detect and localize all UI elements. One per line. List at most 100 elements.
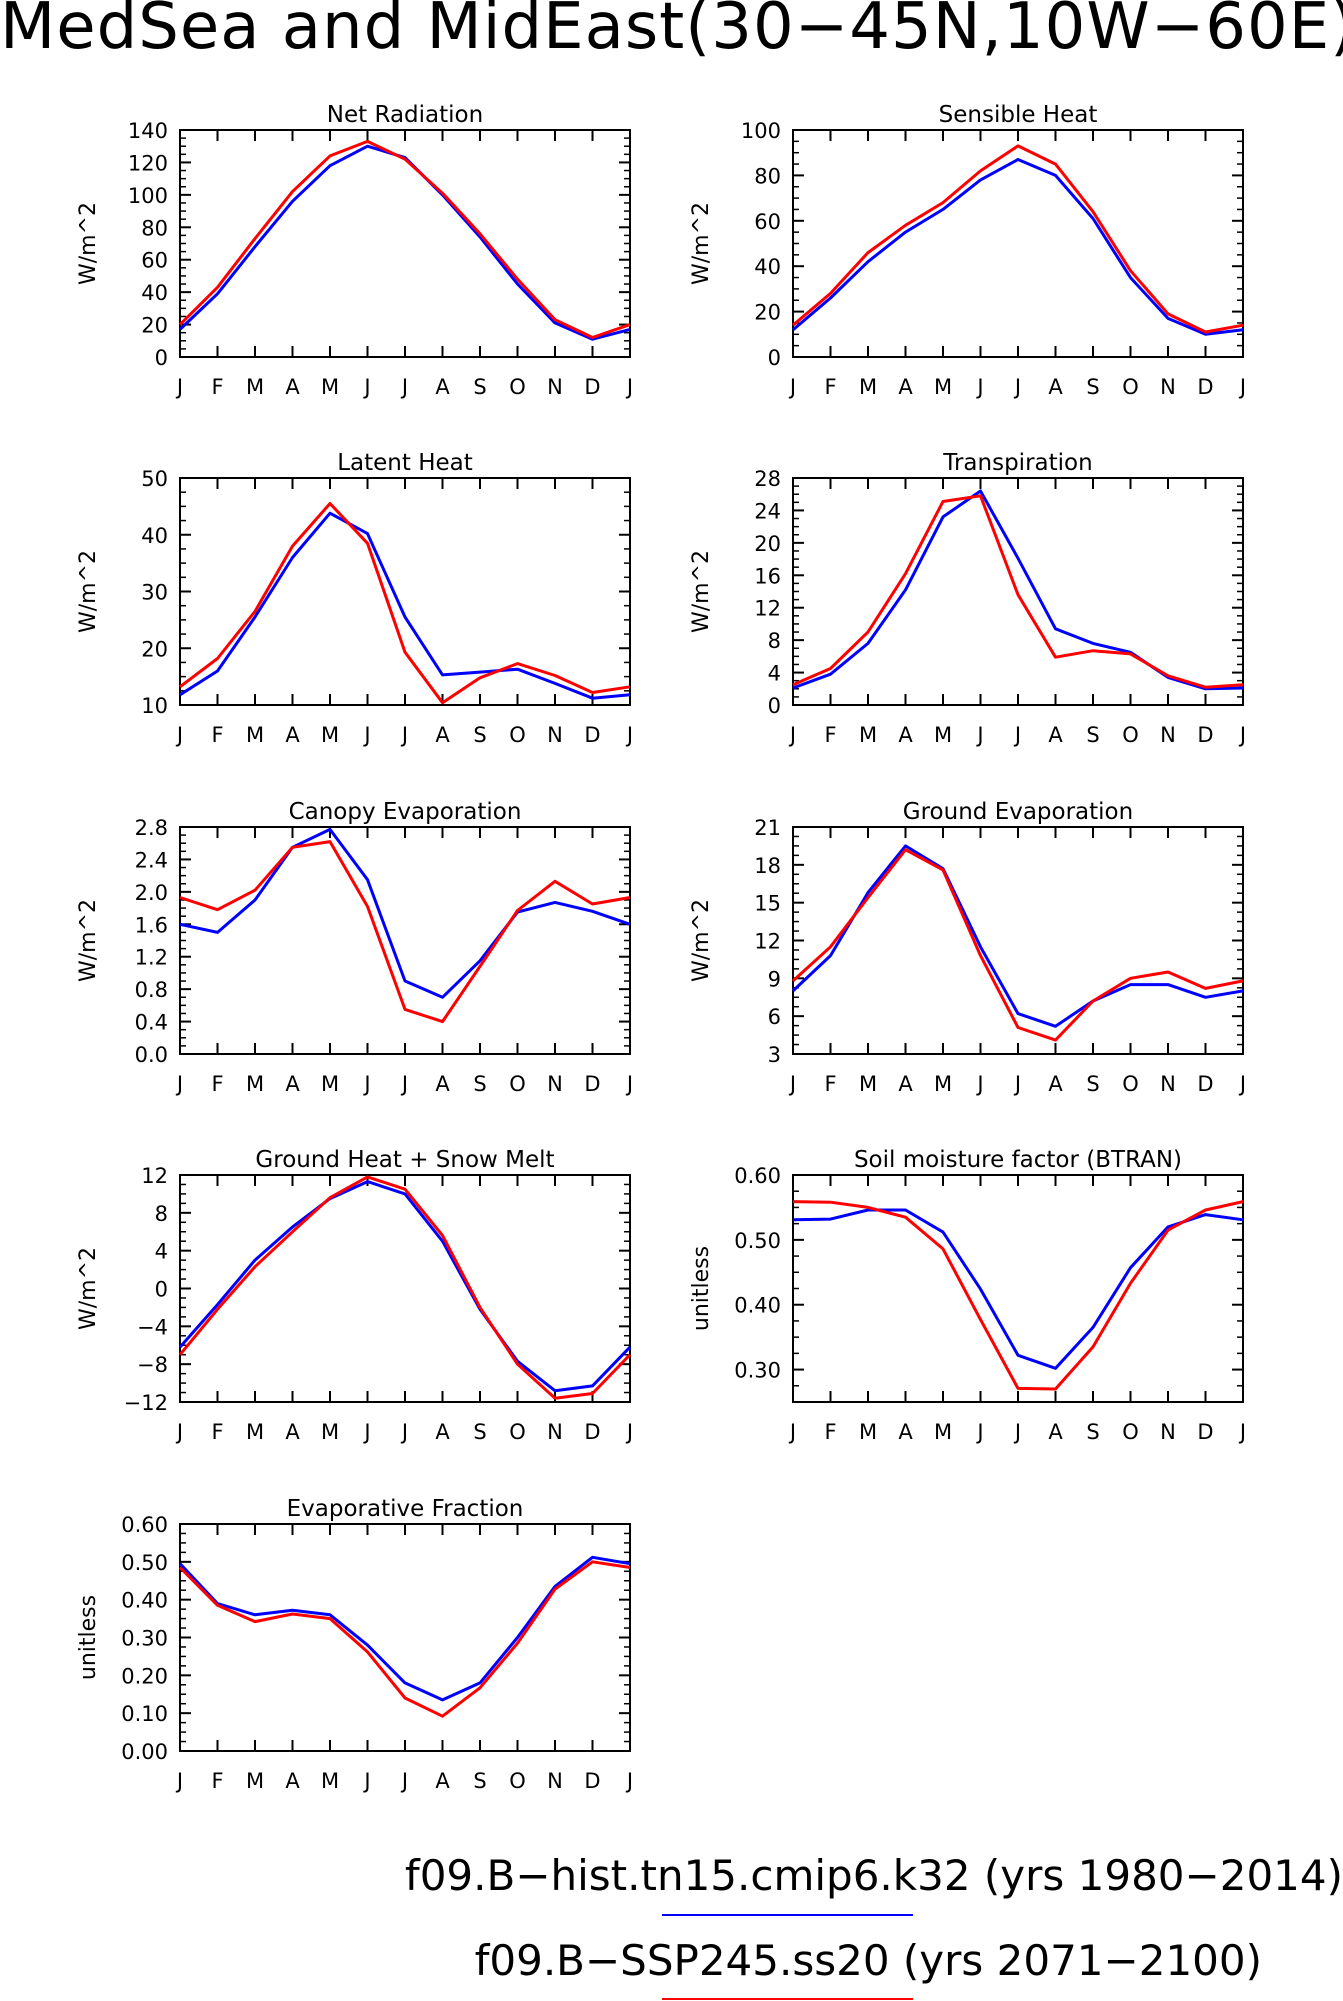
x-tick-label: O bbox=[509, 1769, 526, 1793]
panel-title: Evaporative Fraction bbox=[287, 1496, 524, 1522]
y-tick-label: 28 bbox=[754, 467, 781, 491]
x-tick-label: J bbox=[625, 1072, 633, 1096]
x-tick-label: A bbox=[285, 1420, 300, 1444]
x-tick-label: A bbox=[1048, 1420, 1063, 1444]
x-tick-label: J bbox=[1238, 1072, 1246, 1096]
x-tick-label: M bbox=[859, 1420, 877, 1444]
x-tick-label: M bbox=[934, 375, 952, 399]
y-tick-label: −8 bbox=[137, 1353, 168, 1377]
y-tick-label: 0.50 bbox=[734, 1229, 781, 1253]
y-tick-label: 18 bbox=[754, 854, 781, 878]
y-tick-label: 40 bbox=[141, 281, 168, 305]
legend-entry-ssp: f09.B−SSP245.ss20 (yrs 2071−2100) bbox=[475, 1936, 1262, 1985]
x-tick-label: N bbox=[547, 1072, 563, 1096]
y-axis-label: unitless bbox=[76, 1595, 101, 1680]
y-tick-label: 0.0 bbox=[135, 1043, 168, 1067]
x-tick-label: S bbox=[1086, 723, 1099, 747]
x-tick-label: J bbox=[1013, 375, 1021, 399]
x-tick-label: A bbox=[285, 1072, 300, 1096]
y-tick-label: 20 bbox=[141, 637, 168, 661]
series-line-ssp bbox=[179, 840, 631, 1024]
x-tick-label: S bbox=[473, 723, 486, 747]
y-tick-label: 0.00 bbox=[121, 1740, 168, 1764]
plot-frame bbox=[179, 826, 631, 1055]
x-tick-label: M bbox=[934, 723, 952, 747]
y-axis-label: W/m^2 bbox=[76, 550, 101, 633]
x-tick-label: M bbox=[934, 1072, 952, 1096]
x-tick-label: M bbox=[859, 1072, 877, 1096]
x-tick-label: D bbox=[1197, 375, 1213, 399]
x-tick-label: D bbox=[584, 1072, 600, 1096]
y-axis-label: W/m^2 bbox=[76, 202, 101, 285]
x-tick-label: M bbox=[246, 1072, 264, 1096]
x-tick-label: J bbox=[362, 1072, 370, 1096]
page-title: MedSea and MidEast(30−45N,10W−60E) bbox=[0, 0, 1343, 64]
x-tick-label: J bbox=[788, 1420, 796, 1444]
y-tick-label: 120 bbox=[128, 151, 168, 175]
series-line-hist bbox=[792, 1208, 1244, 1370]
panel-title: Transpiration bbox=[942, 450, 1092, 476]
x-tick-label: S bbox=[473, 1072, 486, 1096]
x-tick-label: F bbox=[824, 1072, 836, 1096]
x-tick-label: F bbox=[211, 723, 223, 747]
x-tick-label: M bbox=[321, 375, 339, 399]
y-tick-label: 2.0 bbox=[135, 881, 168, 905]
y-tick-label: 9 bbox=[768, 967, 781, 991]
plot-frame bbox=[792, 1174, 1244, 1403]
y-tick-label: 12 bbox=[141, 1164, 168, 1188]
x-tick-label: M bbox=[859, 375, 877, 399]
y-axis-label: unitless bbox=[689, 1246, 714, 1331]
x-tick-label: J bbox=[975, 375, 983, 399]
panel-title: Sensible Heat bbox=[939, 102, 1098, 128]
y-tick-label: 0.40 bbox=[121, 1589, 168, 1613]
y-tick-label: 2.8 bbox=[135, 816, 168, 840]
x-tick-label: D bbox=[584, 723, 600, 747]
x-tick-label: A bbox=[898, 723, 913, 747]
x-tick-label: A bbox=[435, 1769, 450, 1793]
y-tick-label: 80 bbox=[141, 216, 168, 240]
panel-title: Net Radiation bbox=[327, 102, 483, 128]
x-tick-label: J bbox=[362, 1769, 370, 1793]
x-tick-label: M bbox=[246, 1769, 264, 1793]
y-tick-label: 24 bbox=[754, 499, 781, 523]
y-tick-label: 0.40 bbox=[734, 1294, 781, 1318]
x-tick-label: M bbox=[321, 1072, 339, 1096]
y-tick-label: 3 bbox=[768, 1043, 781, 1067]
x-tick-label: J bbox=[625, 723, 633, 747]
x-tick-label: S bbox=[473, 1420, 486, 1444]
y-tick-label: 40 bbox=[141, 524, 168, 548]
x-tick-label: J bbox=[400, 1072, 408, 1096]
y-tick-label: 20 bbox=[141, 314, 168, 338]
x-tick-label: J bbox=[1013, 1072, 1021, 1096]
x-tick-label: A bbox=[1048, 375, 1063, 399]
x-tick-label: A bbox=[285, 375, 300, 399]
panel-title: Soil moisture factor (BTRAN) bbox=[854, 1147, 1182, 1173]
series-line-hist bbox=[178, 1180, 632, 1393]
x-tick-label: F bbox=[824, 1420, 836, 1444]
x-tick-label: J bbox=[1013, 1420, 1021, 1444]
x-tick-label: M bbox=[321, 1420, 339, 1444]
series-line-hist bbox=[791, 844, 1244, 1028]
x-tick-label: O bbox=[509, 375, 526, 399]
x-tick-label: M bbox=[321, 1769, 339, 1793]
x-tick-label: F bbox=[211, 375, 223, 399]
y-tick-label: 4 bbox=[768, 662, 781, 686]
plot-frame bbox=[179, 1174, 631, 1403]
y-tick-label: 0.4 bbox=[135, 1011, 168, 1035]
x-tick-label: J bbox=[175, 1420, 183, 1444]
series-line-hist bbox=[179, 511, 631, 700]
x-tick-label: J bbox=[175, 375, 183, 399]
x-tick-label: M bbox=[246, 375, 264, 399]
legend-entry-hist: f09.B−hist.tn15.cmip6.k32 (yrs 1980−2014… bbox=[405, 1851, 1343, 1900]
x-tick-label: N bbox=[547, 723, 563, 747]
y-tick-label: 0.30 bbox=[734, 1359, 781, 1383]
y-axis-label: W/m^2 bbox=[689, 550, 714, 633]
x-tick-label: J bbox=[175, 723, 183, 747]
x-tick-label: A bbox=[435, 1072, 450, 1096]
series-line-hist bbox=[178, 144, 631, 341]
plot-frame bbox=[792, 826, 1244, 1055]
y-tick-label: 16 bbox=[754, 564, 781, 588]
x-tick-label: A bbox=[285, 1769, 300, 1793]
